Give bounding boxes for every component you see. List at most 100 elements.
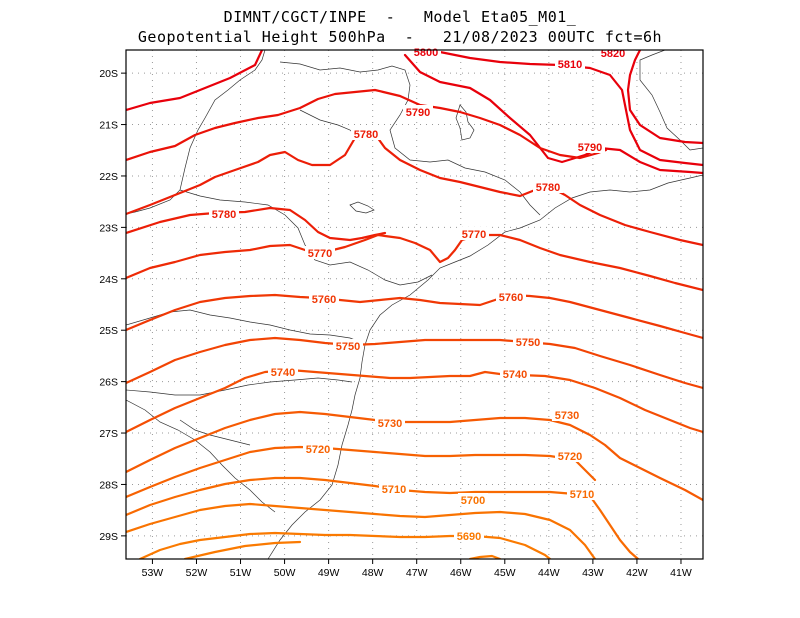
contour-5800 [403, 53, 703, 175]
lat-tick-label: 20S [99, 68, 118, 80]
contour-label-bg [209, 207, 239, 220]
coastline-borders [126, 50, 703, 559]
state-border [126, 377, 353, 396]
contour-label-5730: 5730 [378, 418, 402, 430]
lon-tick-label: 50W [274, 567, 296, 579]
lat-tick-label: 27S [99, 428, 118, 440]
contour-label-5750: 5750 [336, 341, 360, 353]
contour-label-5700: 5700 [461, 495, 485, 507]
contour-label-5790: 5790 [578, 142, 602, 154]
island-outline [455, 104, 475, 141]
contour-label-bg [309, 292, 339, 305]
contour-5820 [626, 50, 703, 145]
state-border [126, 399, 276, 513]
contour-labels: 5800 5810 5820 5790 5790 5780 5780 5780 5770 5770… [209, 45, 628, 543]
contour-5780 [126, 206, 387, 242]
contour-label-5710: 5710 [570, 489, 594, 501]
axis-ticks [121, 72, 682, 564]
state-border [126, 50, 266, 215]
lon-tick-label: 52W [186, 567, 208, 579]
contour-5770 [126, 233, 703, 292]
contour-5760 [126, 293, 703, 340]
contour-5720 [126, 445, 597, 499]
contour-5790 [126, 88, 608, 162]
contour-label-5770: 5770 [308, 248, 332, 260]
contour-label-bg [598, 46, 628, 59]
contour-label-5810: 5810 [558, 59, 582, 71]
contour-label-bg [268, 365, 298, 378]
lon-tick-label: 51W [230, 567, 252, 579]
contour-label-bg [575, 140, 605, 153]
contour-5750 [126, 336, 703, 390]
contour-label-5710: 5710 [382, 484, 406, 496]
contour-label-bg [555, 449, 585, 462]
map-title-line1: DIMNT/CGCT/INPE - Model Eta05_M01_ [223, 8, 577, 26]
lon-tick-label: 42W [626, 567, 648, 579]
contour-5780 [126, 128, 703, 247]
lat-tick-label: 23S [99, 222, 118, 234]
lon-tick-label: 41W [670, 567, 692, 579]
contour-label-bg [403, 105, 433, 118]
contour-label-5780: 5780 [212, 209, 236, 221]
lat-tick-labels: 20S 21S 22S 23S 24S 25S 26S 27S 28S 29S [99, 68, 118, 543]
coastline [639, 79, 703, 151]
contour-label-bg [552, 408, 582, 421]
lon-tick-label: 45W [494, 567, 516, 579]
contour-label-5780: 5780 [536, 182, 560, 194]
contour-label-5720: 5720 [306, 444, 330, 456]
contour-5800 [126, 50, 264, 112]
contour-label-5770: 5770 [462, 229, 486, 241]
map-frame [125, 49, 704, 560]
contour-label-5690: 5690 [457, 531, 481, 543]
contour-5690 [138, 531, 552, 559]
gridlines [126, 50, 703, 559]
lat-tick-label: 22S [99, 171, 118, 183]
island-outline [349, 201, 375, 214]
contour-label-5730: 5730 [555, 410, 579, 422]
contour-5710 [126, 476, 640, 559]
lat-tick-label: 28S [99, 479, 118, 491]
state-border [639, 50, 666, 80]
contour-label-bg [454, 529, 484, 542]
lon-tick-label: 43W [582, 567, 604, 579]
contour-label-5740: 5740 [503, 369, 527, 381]
contour-label-bg [533, 180, 563, 193]
contour-5680 [183, 540, 302, 559]
contour-label-bg [411, 45, 441, 58]
contour-label-bg [496, 290, 526, 303]
lon-tick-label: 49W [318, 567, 340, 579]
contour-label-5790: 5790 [406, 107, 430, 119]
contour-label-5720: 5720 [558, 451, 582, 463]
contour-label-bg [303, 442, 333, 455]
contour-lines [126, 50, 703, 559]
contour-label-bg [379, 482, 409, 495]
lat-tick-label: 21S [99, 120, 118, 132]
contour-label-5760: 5760 [312, 294, 336, 306]
lon-tick-label: 48W [362, 567, 384, 579]
contour-label-bg [375, 416, 405, 429]
lon-tick-label: 47W [406, 567, 428, 579]
contour-label-bg [458, 493, 488, 506]
state-border [279, 61, 541, 216]
contour-label-bg [555, 57, 585, 70]
lon-tick-label: 53W [142, 567, 164, 579]
contour-5730 [126, 410, 703, 502]
contour-label-5820: 5820 [601, 48, 625, 60]
lat-tick-label: 29S [99, 531, 118, 543]
lon-tick-label: 46W [450, 567, 472, 579]
contour-label-5760: 5760 [499, 292, 523, 304]
contour-label-bg [500, 367, 530, 380]
lat-tick-label: 25S [99, 325, 118, 337]
contour-label-bg [567, 487, 597, 500]
map-title-line2: Geopotential Height 500hPa - 21/08/2023 … [137, 28, 663, 46]
lat-tick-label: 24S [99, 274, 118, 286]
contour-label-bg [351, 127, 381, 140]
contour-label-5780: 5780 [354, 129, 378, 141]
lat-tick-label: 26S [99, 377, 118, 389]
contour-5740 [126, 368, 703, 434]
contour-label-5750: 5750 [516, 337, 540, 349]
contour-label-5800: 5800 [414, 47, 438, 59]
contour-label-bg [333, 339, 363, 352]
contour-5810 [438, 50, 703, 167]
